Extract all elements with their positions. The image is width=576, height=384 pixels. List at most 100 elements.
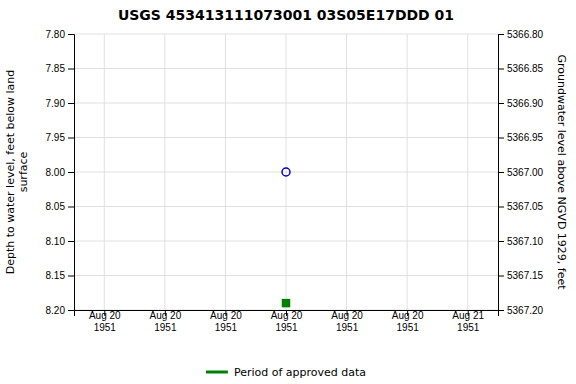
y-axis-title-line: Depth to water level, feet below land (4, 70, 17, 275)
tick-label: Aug 201951 (210, 310, 242, 333)
tick-mark (498, 69, 504, 70)
tick-label: 8.00 (46, 167, 66, 178)
tick: Aug 201951 (392, 310, 424, 333)
tick: 7.80 (46, 29, 74, 40)
y-axis-title-line: surface (17, 151, 30, 192)
grid-line (225, 34, 226, 310)
y2-axis-title: Groundwater level above NGVD 1929, feet (555, 54, 568, 290)
tick: Aug 201951 (271, 310, 303, 333)
axis-line (68, 35, 75, 311)
series (282, 168, 290, 176)
tick-label-line: 1951 (397, 322, 420, 333)
point (282, 168, 290, 176)
tick-label: 5366.80 (507, 29, 544, 40)
title: USGS 453413111073001 03S05E17DDD 01 (118, 7, 454, 23)
tick: 7.85 (46, 63, 74, 74)
tick-label: 5366.95 (507, 132, 544, 143)
tick-mark (498, 138, 504, 139)
tick-mark (68, 310, 74, 311)
tick-label-line: 1951 (154, 322, 177, 333)
tick-label: Aug 201951 (150, 310, 182, 333)
grid-line (104, 34, 105, 310)
grid-line (286, 34, 287, 310)
tick: 5367.15 (498, 270, 544, 281)
plot: Aug 201951Aug 201951Aug 201951Aug 201951… (4, 29, 568, 333)
tick-label-line: 1951 (457, 322, 480, 333)
tick-label-line: Aug 20 (271, 310, 303, 321)
tick: 7.90 (46, 98, 74, 109)
series (283, 300, 290, 307)
tick-mark (498, 276, 504, 277)
tick-label-line: 1951 (336, 322, 359, 333)
tick-label-line: Aug 20 (210, 310, 242, 321)
tick: Aug 201951 (89, 310, 121, 333)
tick-label: 7.90 (46, 98, 66, 109)
legend-item: Period of approved data (206, 366, 366, 379)
tick-label: 5367.10 (507, 236, 544, 247)
tick-mark (498, 34, 504, 35)
tick: 8.15 (46, 270, 74, 281)
tick-mark (498, 207, 504, 208)
tick-label: Aug 201951 (271, 310, 303, 333)
tick-label: 8.15 (46, 270, 66, 281)
tick: Aug 201951 (210, 310, 242, 333)
tick: 8.00 (46, 167, 74, 178)
grid-line (346, 34, 347, 310)
tick: 8.10 (46, 236, 74, 247)
tick-mark (68, 207, 74, 208)
tick-label: 5367.00 (507, 167, 544, 178)
x-axis: Aug 201951Aug 201951Aug 201951Aug 201951… (75, 310, 499, 333)
tick-label-line: Aug 21 (452, 310, 484, 321)
grid-line (467, 34, 468, 310)
tick-label: 5366.90 (507, 98, 544, 109)
tick-label: 7.95 (46, 132, 66, 143)
tick-label-line: Aug 20 (331, 310, 363, 321)
tick-mark (68, 276, 74, 277)
tick-label: 8.20 (46, 305, 66, 316)
tick-label: Aug 201951 (89, 310, 121, 333)
legend-swatch (206, 371, 228, 374)
tick-label-line: Aug 20 (392, 310, 424, 321)
tick-label: 7.85 (46, 63, 66, 74)
tick-label: Aug 201951 (392, 310, 424, 333)
marks (282, 168, 290, 307)
tick-label: 7.80 (46, 29, 66, 40)
tick-label: 5367.05 (507, 201, 544, 212)
tick-mark (68, 241, 74, 242)
tick-label-line: 1951 (94, 322, 117, 333)
tick: 8.20 (46, 305, 74, 316)
tick: 8.05 (46, 201, 74, 212)
tick-mark (498, 241, 504, 242)
tick: 5367.00 (498, 167, 544, 178)
tick-label: 8.05 (46, 201, 66, 212)
tick: 5366.95 (498, 132, 544, 143)
tick: Aug 211951 (452, 310, 484, 333)
tick: 5367.20 (498, 305, 544, 316)
tick: 5367.05 (498, 201, 544, 212)
point (283, 300, 290, 307)
tick-mark (68, 172, 74, 173)
tick-mark (68, 34, 74, 35)
y2-axis: 5367.20 5367.15 5367.10 5367.05 5367.00 5366.… (498, 29, 544, 316)
tick-mark (498, 172, 504, 173)
tick-label-line: 1951 (275, 322, 298, 333)
tick-label: 8.10 (46, 236, 66, 247)
tick-label: Aug 211951 (452, 310, 484, 333)
tick: 5366.85 (498, 63, 544, 74)
grid-line (164, 34, 165, 310)
tick-label-line: Aug 20 (89, 310, 121, 321)
tick: 7.95 (46, 132, 74, 143)
grid-line (407, 34, 408, 310)
tick: 5367.10 (498, 236, 544, 247)
tick: 5366.90 (498, 98, 544, 109)
legend-label: Period of approved data (234, 366, 366, 379)
tick-mark (498, 310, 504, 311)
tick-mark (68, 103, 74, 104)
chart: Aug 201951Aug 201951Aug 201951Aug 201951… (0, 0, 576, 384)
tick-label-line: Aug 20 (150, 310, 182, 321)
axis-line (499, 35, 505, 311)
tick: Aug 201951 (150, 310, 182, 333)
tick-mark (498, 103, 504, 104)
grid (74, 34, 498, 310)
tick-label: 5367.20 (507, 305, 544, 316)
